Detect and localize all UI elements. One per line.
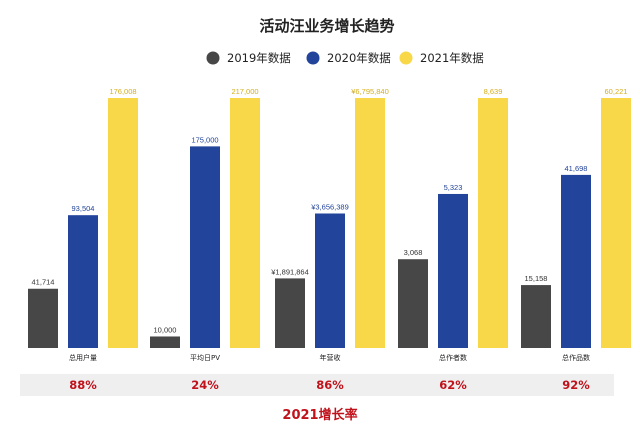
bar-1-2021年数据 (108, 98, 138, 348)
bar-1-2020年数据 (68, 215, 98, 348)
bar-value-label: 60,221 (605, 87, 628, 96)
bar-5-2020年数据 (561, 174, 591, 348)
bar-value-label: 176,008 (109, 87, 136, 96)
bar-value-label: ¥1,891,864 (271, 267, 309, 276)
bar-4-2020年数据 (438, 193, 468, 348)
growth-footer-label: 2021增长率 (282, 407, 357, 423)
legend-swatch-2019 (206, 51, 220, 65)
category-label: 总用户量 (69, 353, 97, 362)
legend-label-2020: 2020年数据 (327, 51, 391, 65)
legend-swatch-2021 (399, 51, 413, 65)
bar-5-2021年数据 (601, 98, 631, 348)
bar-4-2019年数据 (398, 259, 428, 348)
bar-group-2: 10,000 175,000 217,000 平均日PV (150, 87, 260, 362)
legend-label-2021: 2021年数据 (420, 51, 484, 65)
legend-label-2019: 2019年数据 (227, 51, 291, 65)
bar-2-2020年数据 (190, 146, 220, 348)
bar-3-2020年数据 (315, 213, 345, 348)
bar-value-label: 8,639 (484, 87, 503, 96)
growth-rate-4: 62% (439, 378, 467, 392)
bar-group-1: 41,714 93,504 176,008 总用户量 (28, 87, 138, 362)
growth-rate-5: 92% (562, 378, 590, 392)
category-label: 总作者数 (439, 353, 467, 362)
bar-value-label: 41,714 (32, 278, 55, 287)
bar-2-2019年数据 (150, 336, 180, 348)
bar-2-2021年数据 (230, 98, 260, 348)
growth-rates: 88% 24% 86% 62% 92% (69, 378, 590, 392)
bar-5-2019年数据 (521, 285, 551, 348)
bar-group-4: 3,068 5,323 8,639 总作者数 (398, 87, 508, 362)
bar-value-label: ¥6,795,840 (351, 87, 389, 96)
bar-value-label: 217,000 (231, 87, 258, 96)
legend: 2019年数据 2020年数据 2021年数据 (206, 51, 484, 65)
bar-value-label: 41,698 (565, 164, 588, 173)
bar-4-2021年数据 (478, 98, 508, 348)
bar-value-label: 93,504 (72, 204, 95, 213)
bar-group-3: ¥1,891,864 ¥3,656,389 ¥6,795,840 年营收 (271, 87, 389, 362)
category-label: 年营收 (320, 353, 341, 362)
bar-value-label: 3,068 (404, 248, 423, 257)
chart-title: 活动汪业务增长趋势 (259, 17, 394, 35)
bar-3-2019年数据 (275, 278, 305, 348)
bar-value-label: 5,323 (444, 183, 463, 192)
category-label: 总作品数 (562, 353, 590, 362)
bar-area: 41,714 93,504 176,008 总用户量 10,000 175,000 217,… (28, 87, 631, 362)
bar-value-label: 15,158 (525, 274, 548, 283)
growth-rate-1: 88% (69, 378, 97, 392)
growth-band (20, 374, 614, 396)
legend-swatch-2020 (306, 51, 320, 65)
category-label: 平均日PV (190, 353, 220, 362)
growth-rate-2: 24% (191, 378, 219, 392)
bar-group-5: 15,158 41,698 60,221 总作品数 (521, 87, 631, 362)
bar-3-2021年数据 (355, 98, 385, 348)
bar-value-label: ¥3,656,389 (311, 202, 349, 211)
bar-value-label: 175,000 (191, 135, 218, 144)
bar-value-label: 10,000 (154, 325, 177, 334)
growth-rate-3: 86% (316, 378, 344, 392)
bar-1-2019年数据 (28, 288, 58, 348)
